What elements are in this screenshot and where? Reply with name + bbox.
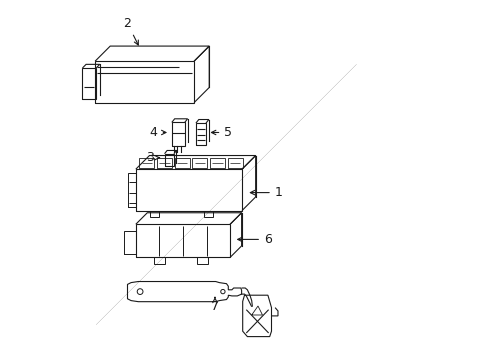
Text: 3: 3 — [146, 151, 160, 164]
Text: 7: 7 — [210, 297, 219, 313]
Text: 6: 6 — [237, 233, 271, 246]
Text: 4: 4 — [149, 126, 165, 139]
Text: 5: 5 — [211, 126, 232, 139]
Text: 1: 1 — [250, 186, 282, 199]
Text: 2: 2 — [123, 17, 138, 45]
